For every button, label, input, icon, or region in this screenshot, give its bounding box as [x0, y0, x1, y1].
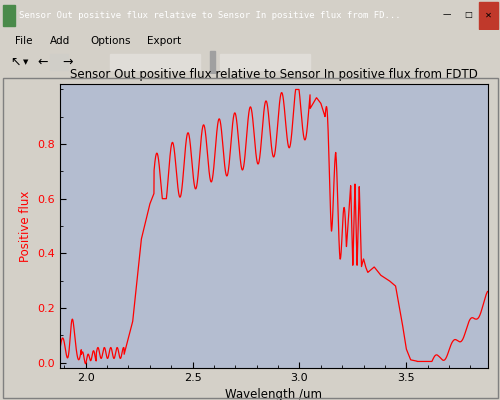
X-axis label: Wavelength /um: Wavelength /um — [225, 388, 322, 400]
Bar — [110, 54, 200, 70]
Text: Export: Export — [148, 36, 182, 46]
Text: Options: Options — [90, 36, 130, 46]
Bar — [438, 2, 456, 28]
Text: ✕: ✕ — [485, 10, 492, 20]
Text: ▼: ▼ — [22, 59, 28, 65]
Bar — [2, 4, 15, 26]
Bar — [50, 54, 68, 70]
Text: Sensor Out positive flux relative to Sensor In positive flux from FD...: Sensor Out positive flux relative to Sen… — [19, 10, 400, 20]
Text: File: File — [15, 36, 32, 46]
Text: →: → — [62, 56, 73, 68]
Text: —: — — [443, 10, 451, 20]
Y-axis label: Positive flux: Positive flux — [19, 190, 32, 262]
Text: Add: Add — [50, 36, 70, 46]
Bar — [220, 54, 310, 70]
Bar — [479, 2, 498, 28]
Bar — [210, 51, 215, 73]
Text: ↖: ↖ — [10, 56, 20, 68]
Bar — [458, 2, 477, 28]
Title: Sensor Out positive flux relative to Sensor In positive flux from FDTD: Sensor Out positive flux relative to Sen… — [70, 68, 478, 82]
Text: ←: ← — [38, 56, 48, 68]
Text: □: □ — [464, 10, 472, 20]
